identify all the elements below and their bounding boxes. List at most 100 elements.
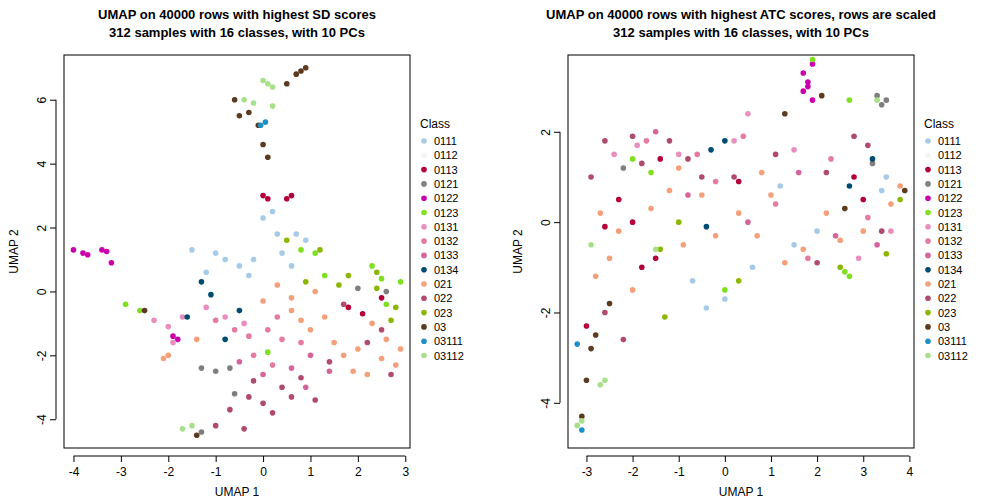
point [630,156,636,162]
point [588,174,594,180]
point [902,188,908,194]
point [246,110,252,116]
legend-swatch [421,224,427,230]
point [227,365,233,371]
point [270,410,276,416]
point [602,138,608,144]
point [260,78,266,84]
legend-label: 0112 [938,149,962,161]
point [667,188,673,194]
legend-swatch [925,267,931,273]
point [699,192,705,198]
point [298,317,304,323]
legend-label: 022 [434,292,452,304]
point [355,346,361,352]
subtitle: 312 samples with 16 classes, with 10 PCs [109,25,365,40]
legend-label: 0133 [434,249,458,261]
point [897,183,903,189]
point [270,209,276,215]
y-tick: -2 [35,350,56,361]
legend-label: 0132 [434,235,458,247]
x-tick-label: 0 [260,465,267,479]
point [374,285,380,291]
point [676,219,682,225]
point [398,346,404,352]
series [653,129,880,248]
series [161,282,404,377]
x-tick: 2 [355,456,362,479]
point [203,305,209,311]
y-tick: -4 [539,398,560,409]
point [265,327,271,333]
point [574,423,580,429]
point [602,224,608,230]
point [284,196,290,202]
point [584,377,590,383]
x-axis: -3-2-101234 [582,456,914,479]
legend-swatch [421,310,427,316]
x-tick-mark [817,456,818,462]
point [189,423,195,429]
point [731,174,737,180]
y-axis-title: UMAP 2 [7,229,21,274]
series [184,279,242,342]
point [365,372,371,378]
point [851,174,857,180]
point [616,228,622,234]
y-axis: -4-202 [539,129,560,409]
legend-label: 0112 [434,149,458,161]
point [837,265,843,271]
x-tick: 0 [722,456,729,479]
legend-swatch [925,296,931,302]
point [298,375,304,381]
point [630,287,636,293]
point [653,129,659,135]
y-axis: -4-20246 [35,97,56,426]
point [284,81,290,87]
point [336,282,342,288]
legend: Class01110112011301210122012301310132013… [420,117,464,362]
point [274,314,280,320]
point [303,65,309,71]
point [722,138,728,144]
legend-swatch [925,281,931,287]
series [611,111,893,261]
point [782,260,788,266]
page: UMAP on 40000 rows with highest SD score… [0,0,1008,504]
legend-label: 0111 [434,135,457,147]
point [184,314,190,320]
x-tick-label: -4 [69,465,80,479]
point [355,285,361,291]
point [260,400,266,406]
point [685,156,691,162]
point [213,250,219,256]
point [777,183,783,189]
legend-swatch [421,296,427,302]
point [690,278,696,284]
point [260,193,266,199]
point [109,260,115,266]
legend-label: 03 [434,321,446,333]
x-tick-mark [725,456,726,462]
legend-label: 0113 [434,164,458,176]
point [298,68,304,74]
plot-frame [568,55,914,448]
legend-label: 0134 [938,264,962,276]
point [639,265,645,271]
y-tick-mark [554,132,560,133]
series [142,65,309,438]
point [170,340,176,346]
x-tick: -3 [582,456,593,479]
point [588,346,594,352]
y-tick-label: -4 [35,414,49,425]
point [800,70,806,76]
x-tick-mark [216,456,217,462]
point [745,111,751,117]
legend-label: 03112 [434,350,464,362]
point [824,170,830,176]
legend-swatch [925,310,931,316]
y-tick-mark [50,100,56,101]
point [630,134,636,140]
point [694,152,700,158]
series [213,301,394,431]
